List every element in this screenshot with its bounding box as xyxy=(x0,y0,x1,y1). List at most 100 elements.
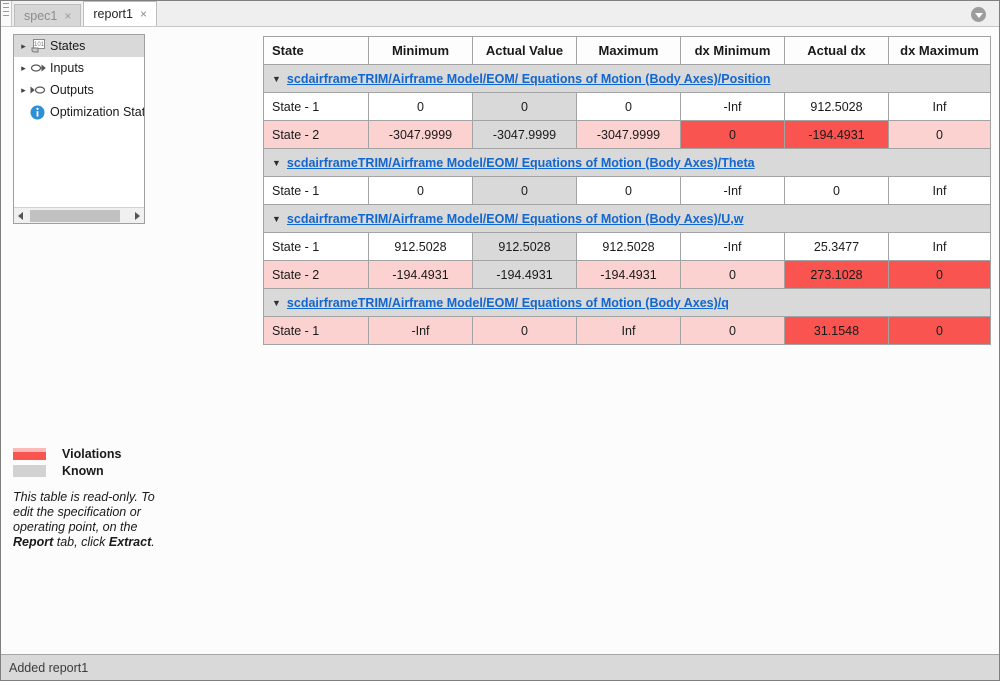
tree-item-label: Inputs xyxy=(50,61,85,75)
value-cell: Inf xyxy=(888,92,991,121)
tab-report1[interactable]: report1 × xyxy=(83,1,157,26)
state-cell: State - 2 xyxy=(263,260,369,289)
legend-known: Known xyxy=(13,464,173,478)
collapse-caret-icon[interactable]: ▼ xyxy=(272,73,281,84)
value-cell: -3047.9999 xyxy=(368,120,473,149)
status-message: Added report1 xyxy=(9,660,89,675)
value-cell: -194.4931 xyxy=(576,260,681,289)
value-cell: 0 xyxy=(472,316,577,345)
expand-caret-icon[interactable]: ▸ xyxy=(21,62,26,73)
value-cell: 912.5028 xyxy=(784,92,889,121)
table-row: State - 1 -Inf 0 Inf 0 31.1548 0 xyxy=(263,316,991,345)
value-cell: 0 xyxy=(680,316,785,345)
state-cell: State - 1 xyxy=(263,176,369,205)
scrollbar-thumb[interactable] xyxy=(30,210,120,222)
value-cell: Inf xyxy=(576,316,681,345)
value-cell: 0 xyxy=(576,92,681,121)
value-cell: 25.3477 xyxy=(784,232,889,261)
states-icon: 101 xyxy=(29,38,46,54)
collapse-caret-icon[interactable]: ▼ xyxy=(272,297,281,308)
table-row: State - 2 -194.4931 -194.4931 -194.4931 0 273… xyxy=(263,260,991,289)
group-header-link[interactable]: scdairframeTRIM/Airframe Model/EOM/ Equa… xyxy=(286,295,729,310)
readonly-note: This table is read-only. To edit the spe… xyxy=(13,490,155,549)
value-cell: -Inf xyxy=(368,316,473,345)
group-header-row: ▼ scdairframeTRIM/Airframe Model/EOM/ Equ… xyxy=(263,148,991,177)
tab-overflow-dropdown-button[interactable] xyxy=(971,7,986,22)
scroll-right-icon[interactable] xyxy=(135,212,140,220)
value-cell: -194.4931 xyxy=(784,120,889,149)
value-cell: 0 xyxy=(472,176,577,205)
value-cell: Inf xyxy=(888,232,991,261)
tree-item-label: States xyxy=(50,39,86,53)
collapse-caret-icon[interactable]: ▼ xyxy=(272,213,281,224)
report-tree-panel: ▸ 101 States ▸ Inp xyxy=(13,34,145,224)
panel-grip-icon[interactable] xyxy=(1,1,12,26)
column-header: Minimum xyxy=(368,36,473,65)
report-table: State Minimum Actual Value Maximum dx Minimu… xyxy=(263,36,991,345)
expand-caret-icon[interactable]: ▸ xyxy=(21,40,26,51)
document-tab-bar: spec1 × report1 × xyxy=(1,1,999,27)
value-cell: 0 xyxy=(680,260,785,289)
scroll-left-icon[interactable] xyxy=(18,212,23,220)
known-swatch xyxy=(13,465,46,477)
value-cell: 0 xyxy=(368,92,473,121)
table-row: State - 1 0 0 0 -Inf 912.5028 Inf xyxy=(263,92,991,121)
column-header: dx Minimum xyxy=(680,36,785,65)
expand-caret-icon[interactable]: ▸ xyxy=(21,84,26,95)
state-cell: State - 1 xyxy=(263,92,369,121)
table-row: State - 2 -3047.9999 -3047.9999 -3047.9999 0… xyxy=(263,120,991,149)
tab-spec1[interactable]: spec1 × xyxy=(14,4,82,26)
group-header-link[interactable]: scdairframeTRIM/Airframe Model/EOM/ Equa… xyxy=(286,155,755,170)
column-header: State xyxy=(263,36,369,65)
close-icon[interactable]: × xyxy=(139,7,147,21)
group-header-link[interactable]: scdairframeTRIM/Airframe Model/EOM/ Equa… xyxy=(286,71,771,86)
collapse-caret-icon[interactable]: ▼ xyxy=(272,157,281,168)
tree-item-label: Outputs xyxy=(50,83,94,97)
value-cell: 0 xyxy=(680,120,785,149)
info-icon xyxy=(29,104,46,120)
content-area: ▸ 101 States ▸ Inp xyxy=(1,27,999,654)
value-cell: 0 xyxy=(368,176,473,205)
value-cell: -Inf xyxy=(680,176,785,205)
state-cell: State - 1 xyxy=(263,232,369,261)
value-cell: -3047.9999 xyxy=(576,120,681,149)
legend-label: Known xyxy=(62,464,104,478)
close-icon[interactable]: × xyxy=(64,8,72,23)
table-row: State - 1 0 0 0 -Inf 0 Inf xyxy=(263,176,991,205)
value-cell: 0 xyxy=(888,260,991,289)
value-cell: 31.1548 xyxy=(784,316,889,345)
group-header-link[interactable]: scdairframeTRIM/Airframe Model/EOM/ Equa… xyxy=(286,211,744,226)
column-header: dx Maximum xyxy=(888,36,991,65)
value-cell: -194.4931 xyxy=(368,260,473,289)
value-cell: -194.4931 xyxy=(472,260,577,289)
value-cell: 0 xyxy=(888,316,991,345)
group-header-row: ▼ scdairframeTRIM/Airframe Model/EOM/ Equ… xyxy=(263,64,991,93)
column-header: Maximum xyxy=(576,36,681,65)
tree-horizontal-scrollbar[interactable] xyxy=(14,207,144,223)
tree-item-states[interactable]: ▸ 101 States xyxy=(14,35,144,57)
outputs-icon xyxy=(29,82,46,98)
tree-item-outputs[interactable]: ▸ Outputs xyxy=(14,79,144,101)
value-cell: 0 xyxy=(888,120,991,149)
value-cell: 0 xyxy=(784,176,889,205)
value-cell: 912.5028 xyxy=(472,232,577,261)
legend-label: Violations xyxy=(62,447,122,461)
state-cell: State - 2 xyxy=(263,120,369,149)
status-bar: Added report1 xyxy=(1,654,999,680)
value-cell: Inf xyxy=(888,176,991,205)
value-cell: 273.1028 xyxy=(784,260,889,289)
value-cell: 912.5028 xyxy=(576,232,681,261)
value-cell: 0 xyxy=(576,176,681,205)
legend-violations: Violations xyxy=(13,447,173,461)
tree-item-label: Optimization Stat xyxy=(50,105,144,119)
group-header-row: ▼ scdairframeTRIM/Airframe Model/EOM/ Equ… xyxy=(263,288,991,317)
tree-item-optimization[interactable]: Optimization Stat xyxy=(14,101,144,123)
violations-swatch xyxy=(13,448,46,460)
tree-item-inputs[interactable]: ▸ Inputs xyxy=(14,57,144,79)
tab-label: report1 xyxy=(93,7,133,21)
value-cell: -Inf xyxy=(680,92,785,121)
column-header: Actual Value xyxy=(472,36,577,65)
tab-label: spec1 xyxy=(24,8,58,23)
state-cell: State - 1 xyxy=(263,316,369,345)
